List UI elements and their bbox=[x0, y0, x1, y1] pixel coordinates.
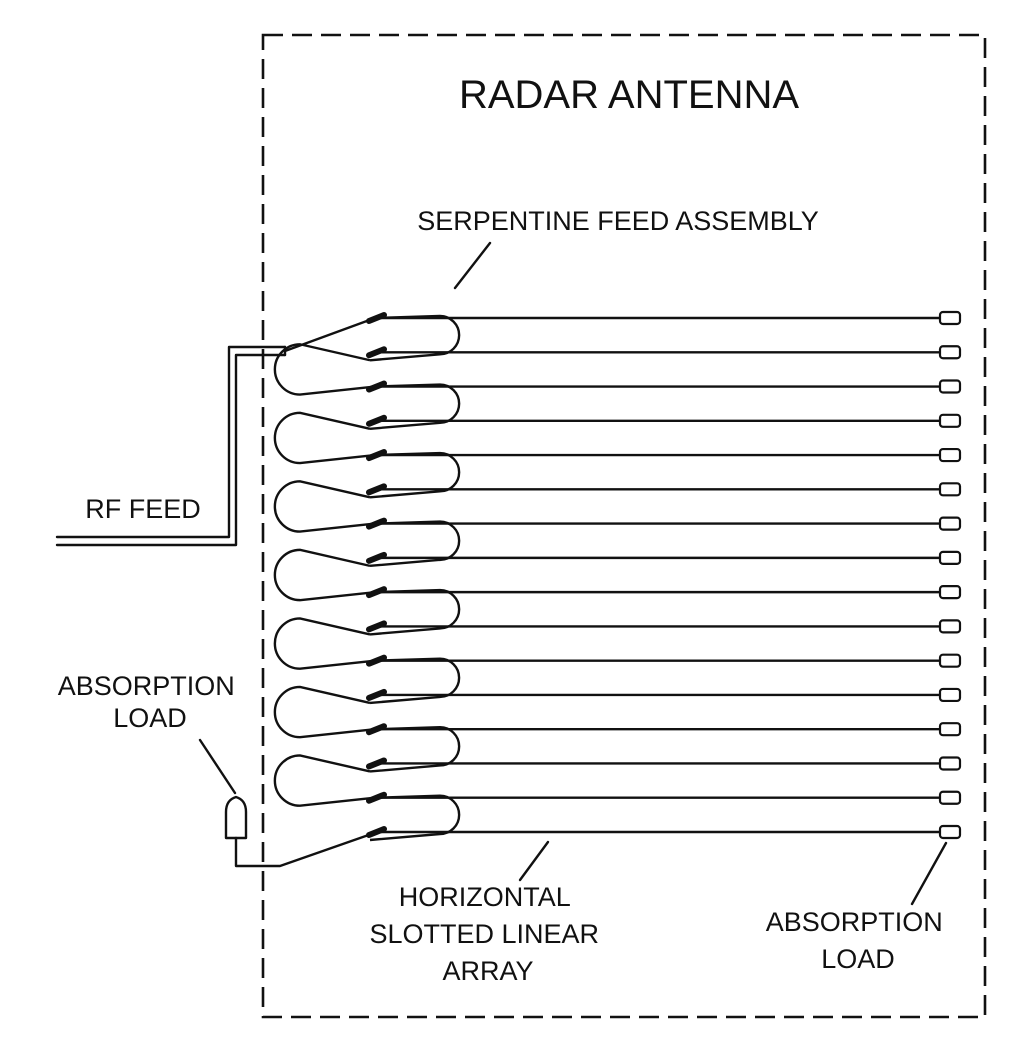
coupler-10 bbox=[366, 620, 387, 633]
serpentine-right-loop-5 bbox=[369, 451, 461, 499]
coupler-16 bbox=[366, 826, 387, 838]
absorption-load-6 bbox=[938, 482, 962, 497]
absorption-load-3 bbox=[938, 379, 962, 394]
coupler-14 bbox=[366, 757, 387, 770]
serpentine-left-loop-10 bbox=[273, 617, 376, 670]
serpentine-right-loop-13 bbox=[369, 725, 461, 773]
slotted-linear-arrays bbox=[366, 310, 962, 840]
absorption-load-9 bbox=[938, 585, 962, 600]
serpentine-feed-assembly bbox=[273, 314, 461, 842]
coupler-12 bbox=[366, 688, 387, 701]
absorption-load-left-label: ABSORPTION LOAD bbox=[58, 671, 243, 733]
serpentine-feed-label: SERPENTINE FEED ASSEMBLY bbox=[417, 206, 819, 236]
absorption-load-11 bbox=[938, 653, 962, 668]
serpentine-left-loop-8 bbox=[273, 548, 376, 602]
serpentine-right-loop-9 bbox=[369, 588, 461, 636]
coupler-13 bbox=[366, 723, 387, 736]
coupler-2 bbox=[366, 346, 387, 359]
absorption-load-left bbox=[224, 795, 382, 868]
absorption-load-10 bbox=[938, 619, 962, 634]
array-leader-line bbox=[518, 840, 550, 882]
diagram-title: RADAR ANTENNA bbox=[459, 73, 799, 117]
serpentine-left-loop-4 bbox=[273, 411, 376, 465]
coupler-8 bbox=[366, 551, 387, 564]
serpentine-left-loop-2 bbox=[273, 343, 376, 396]
absorption-right-leader-line bbox=[910, 841, 948, 906]
coupler-7 bbox=[366, 517, 387, 530]
serpentine-right-loop-1 bbox=[369, 314, 461, 362]
absorption-load-15 bbox=[938, 790, 962, 805]
serpentine-right-loop-7 bbox=[369, 520, 461, 568]
absorption-load-16 bbox=[938, 824, 962, 840]
serpentine-left-loop-12 bbox=[273, 685, 376, 739]
absorption-load-5 bbox=[938, 447, 962, 463]
serpentine-entry bbox=[284, 316, 376, 353]
absorption-load-2 bbox=[938, 345, 962, 360]
serpentine-right-loop-15 bbox=[369, 794, 461, 842]
serpentine-right-loop-11 bbox=[369, 657, 461, 705]
coupler-9 bbox=[366, 586, 387, 599]
rf-feed-label: RF FEED bbox=[85, 494, 201, 524]
coupler-6 bbox=[366, 483, 387, 496]
absorption-load-right-label: ABSORPTION LOAD bbox=[766, 907, 951, 974]
serpentine-left-loop-6 bbox=[273, 480, 376, 533]
absorption-left-leader-line bbox=[198, 738, 237, 795]
coupler-5 bbox=[366, 449, 387, 462]
coupler-3 bbox=[366, 380, 387, 393]
coupler-11 bbox=[366, 654, 387, 667]
serpentine-right-loop-3 bbox=[369, 383, 461, 430]
coupler-15 bbox=[366, 791, 387, 804]
coupler-4 bbox=[366, 414, 387, 427]
absorption-load-1 bbox=[938, 310, 962, 326]
absorption-load-8 bbox=[938, 550, 962, 565]
absorption-load-13 bbox=[938, 722, 962, 737]
serpentine-left-loop-14 bbox=[273, 754, 376, 807]
absorption-load-7 bbox=[938, 516, 962, 531]
absorption-load-12 bbox=[938, 687, 962, 703]
absorption-load-14 bbox=[938, 756, 962, 771]
absorption-load-4 bbox=[938, 413, 962, 428]
horizontal-array-label: HORIZONTAL SLOTTED LINEAR ARRAY bbox=[369, 882, 606, 986]
serpentine-leader-line bbox=[453, 241, 492, 290]
coupler-1 bbox=[366, 312, 387, 324]
antenna-boundary bbox=[261, 33, 987, 1019]
